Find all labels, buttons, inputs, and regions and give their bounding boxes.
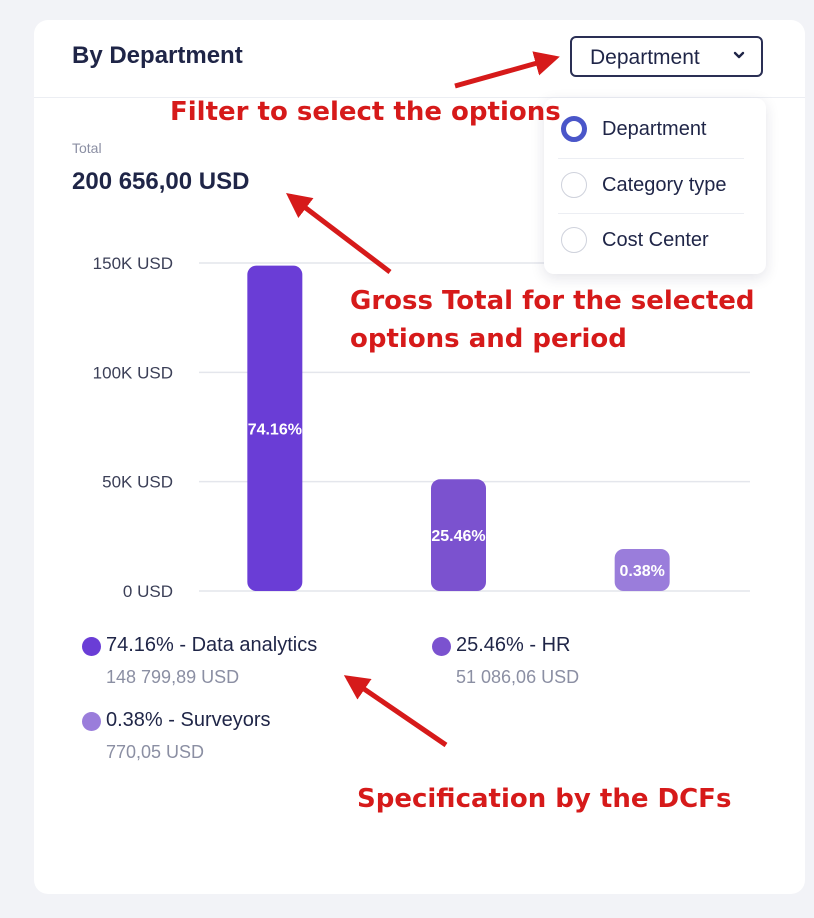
option-label: Department xyxy=(602,118,707,140)
legend-amount: 51 086,06 USD xyxy=(456,667,580,687)
legend-label: 25.46% - HR xyxy=(456,634,571,656)
annotation-filter-note: Filter to select the options xyxy=(170,97,561,127)
bar-hr xyxy=(431,479,486,591)
filter-selected-label: Department xyxy=(590,46,700,69)
radio-unchecked-icon[interactable] xyxy=(561,227,587,253)
legend-amount: 148 799,89 USD xyxy=(106,667,240,687)
y-tick-label: 150K USD xyxy=(93,254,173,273)
option-label: Cost Center xyxy=(602,229,709,251)
y-tick-label: 50K USD xyxy=(102,473,173,492)
bar-data-label: 74.16% xyxy=(248,421,302,438)
chevron-down-icon xyxy=(733,51,745,59)
legend-dot xyxy=(82,637,101,656)
radio-unchecked-icon[interactable] xyxy=(561,172,587,198)
y-tick-label: 0 USD xyxy=(123,582,173,601)
card-header: By Department Department xyxy=(34,20,805,98)
y-tick-label: 100K USD xyxy=(93,363,173,382)
annotation-total-note-1: Gross Total for the selected xyxy=(350,286,755,316)
option-category-type[interactable]: Category type xyxy=(558,158,744,212)
legend-amount: 770,05 USD xyxy=(106,742,205,762)
bar-chart: 0 USD 50K USD 100K USD 150K USD 74.16% 25.46%… xyxy=(93,254,750,601)
option-department[interactable]: Department xyxy=(558,102,744,156)
bar-data-label: 0.38% xyxy=(619,563,664,580)
annotation-total-note-2: options and period xyxy=(350,324,627,354)
divider xyxy=(558,213,744,214)
department-card: By Department Department Total 200 656,0… xyxy=(34,20,805,894)
divider xyxy=(558,158,744,159)
annotation-legend-note: Specification by the DCFs xyxy=(357,784,732,814)
total-caption: Total xyxy=(72,140,102,156)
total-value: 200 656,00 USD xyxy=(72,168,250,195)
bar-surveyors xyxy=(614,549,670,591)
legend-label: 74.16% - Data analytics xyxy=(106,634,318,656)
bar-data-analytics xyxy=(247,265,303,591)
department-filter-select[interactable]: Department xyxy=(570,36,763,77)
option-label: Category type xyxy=(602,174,727,196)
option-cost-center[interactable]: Cost Center xyxy=(558,213,744,267)
radio-checked-icon[interactable] xyxy=(561,116,587,142)
card-title: By Department xyxy=(72,42,243,69)
legend-label: 0.38% - Surveyors xyxy=(106,709,271,731)
legend-dot xyxy=(432,637,451,656)
bar-data-label: 25.46% xyxy=(431,528,485,545)
legend-dot xyxy=(82,712,101,731)
filter-dropdown-menu: Department Category type Cost Center xyxy=(544,98,766,274)
